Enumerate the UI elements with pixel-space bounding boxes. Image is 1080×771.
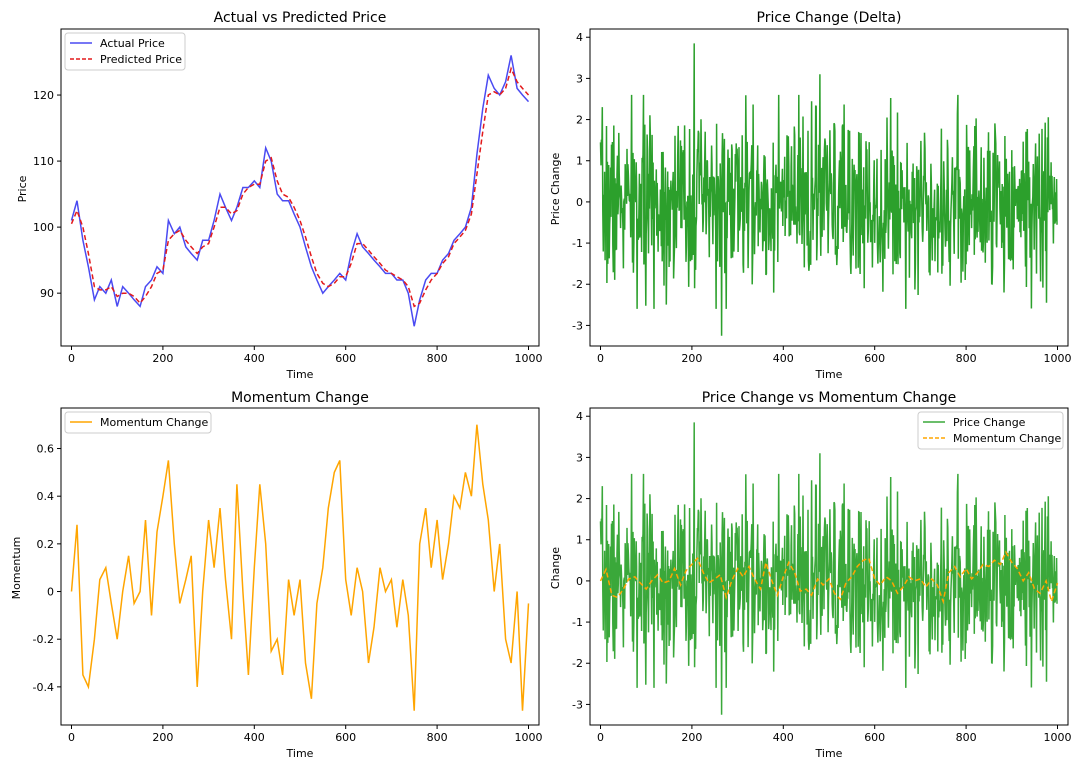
y-tick-label: -3: [572, 698, 583, 711]
x-tick-label: 0: [68, 731, 75, 744]
x-tick-label: 200: [681, 731, 702, 744]
y-tick-label: -2: [572, 278, 583, 291]
y-tick-label: -2: [572, 657, 583, 670]
series-line-price-change: [599, 422, 1058, 715]
y-tick-label: 0.6: [37, 443, 55, 456]
axes-frame: [60, 28, 540, 347]
series-line-momentum-change: [70, 424, 530, 711]
panel-price-change-delta: 0 200 400 600 800 1000 -3 -2 -1 0 1 2 3 4 Price Chang…: [549, 10, 1071, 381]
x-tick-label: 800: [427, 731, 448, 744]
y-tick-label: 110: [33, 155, 54, 168]
axes-frame: [589, 28, 1069, 347]
y-tick-label: 1: [576, 534, 583, 547]
y-tick-label: 100: [33, 221, 54, 234]
y-tick-label: -1: [572, 237, 583, 250]
series-line-price-change: [599, 43, 1058, 336]
y-axis-label: Price: [16, 175, 29, 202]
plot-area: 0 200 400 600 800 1000 90 100 110 120: [33, 28, 542, 365]
y-tick-label: -3: [572, 319, 583, 332]
x-axis-label: Time: [815, 368, 843, 381]
y-tick-label: 0: [576, 575, 583, 588]
legend: Momentum Change: [64, 411, 212, 434]
chart-title: Actual vs Predicted Price: [214, 10, 387, 26]
y-tick-label: -0.2: [33, 633, 54, 646]
y-tick-label: 4: [576, 31, 583, 44]
y-tick-label: 0.2: [37, 538, 55, 551]
x-tick-label: 600: [335, 731, 356, 744]
axes-frame: [589, 407, 1069, 726]
chart-title: Price Change (Delta): [757, 10, 902, 26]
x-tick-label: 200: [681, 352, 702, 365]
x-axis-label: Time: [286, 368, 314, 381]
y-tick-label: 2: [576, 114, 583, 127]
axes-frame: [60, 407, 540, 726]
y-tick-label: -1: [572, 616, 583, 629]
x-tick-label: 1000: [1043, 731, 1071, 744]
x-tick-label: 200: [152, 352, 173, 365]
x-tick-label: 400: [773, 352, 794, 365]
panel-actual-vs-predicted: 0 200 400 600 800 1000 90 100 110 120 Actual vs P…: [16, 10, 542, 381]
chart-title: Price Change vs Momentum Change: [702, 390, 957, 406]
y-tick-label: -0.4: [33, 681, 54, 694]
plot-area: 0 200 400 600 800 1000 -3 -2 -1 0 1 2 3 4: [572, 28, 1071, 365]
y-axis-label: Price Change: [549, 153, 562, 226]
y-tick-label: 1: [576, 155, 583, 168]
legend-label-price-change: Price Change: [953, 416, 1026, 429]
x-axis-label: Time: [286, 747, 314, 760]
y-tick-label: 2: [576, 493, 583, 506]
x-tick-label: 200: [152, 731, 173, 744]
legend-label-predicted-price: Predicted Price: [100, 53, 182, 66]
x-tick-label: 800: [956, 352, 977, 365]
legend-box: [64, 411, 212, 434]
chart-title: Momentum Change: [231, 390, 369, 406]
panel-price-vs-momentum: 0 200 400 600 800 1000 -3 -2 -1 0 1 2 3 4 Price Chang…: [549, 390, 1071, 760]
y-axis-label: Change: [549, 547, 562, 589]
x-tick-label: 800: [427, 352, 448, 365]
legend: Price Change Momentum Change: [917, 411, 1064, 450]
plot-area: 0 200 400 600 800 1000 -3 -2 -1 0 1 2 3 4: [572, 407, 1071, 744]
legend-label-momentum-change: Momentum Change: [953, 432, 1062, 445]
y-axis-label: Momentum: [10, 537, 23, 600]
x-tick-label: 400: [244, 352, 265, 365]
x-tick-label: 600: [335, 352, 356, 365]
x-tick-label: 400: [244, 731, 265, 744]
legend-box: [917, 411, 1064, 450]
series-line-momentum-change: [599, 550, 1059, 605]
x-tick-label: 1000: [1043, 352, 1071, 365]
series-line-actual-price: [70, 55, 530, 327]
legend-label-actual-price: Actual Price: [100, 37, 165, 50]
x-tick-label: 1000: [514, 352, 542, 365]
x-axis-label: Time: [815, 747, 843, 760]
y-tick-label: 0: [576, 196, 583, 209]
legend-label-momentum-change: Momentum Change: [100, 416, 209, 429]
series-line-predicted-price: [70, 66, 530, 308]
panel-momentum-change: 0 200 400 600 800 1000 -0.4 -0.2 0 0.2 0.4 0.6 Mome…: [10, 390, 542, 760]
y-tick-label: 0: [47, 586, 54, 599]
x-tick-label: 1000: [514, 731, 542, 744]
legend: Actual Price Predicted Price: [64, 32, 186, 71]
y-tick-label: 4: [576, 410, 583, 423]
y-tick-label: 0.4: [37, 490, 55, 503]
x-tick-label: 0: [68, 352, 75, 365]
y-tick-label: 120: [33, 89, 54, 102]
y-tick-label: 3: [576, 451, 583, 464]
x-tick-label: 400: [773, 731, 794, 744]
x-tick-label: 0: [597, 731, 604, 744]
x-tick-label: 600: [864, 731, 885, 744]
plot-area: 0 200 400 600 800 1000 -0.4 -0.2 0 0.2 0.4 0.6: [33, 407, 542, 744]
x-tick-label: 600: [864, 352, 885, 365]
legend-box: [64, 32, 186, 71]
x-tick-label: 0: [597, 352, 604, 365]
x-tick-label: 800: [956, 731, 977, 744]
y-tick-label: 3: [576, 72, 583, 85]
y-tick-label: 90: [40, 287, 54, 300]
